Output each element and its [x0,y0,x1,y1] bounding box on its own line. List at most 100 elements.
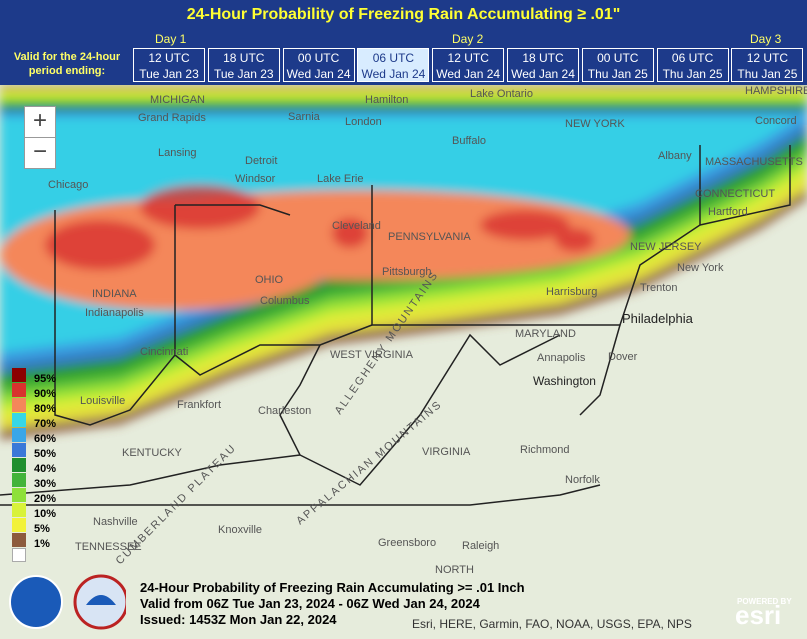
legend-label: 10% [34,508,57,520]
time-tab[interactable]: 06 UTC Thu Jan 25 [656,48,729,82]
place-label: Sarnia [288,111,321,123]
time-tab[interactable]: 12 UTC Wed Jan 24 [432,48,505,82]
legend-swatch [12,398,26,412]
zoom-out[interactable]: − [24,137,56,169]
place-label: Lake Erie [317,173,363,185]
place-label: Cincinnati [140,346,188,358]
place-label: NEW YORK [565,118,625,130]
time-tab[interactable]: 12 UTC Thu Jan 25 [731,48,804,82]
place-label: Greensboro [378,537,436,549]
place-label: Norfolk [565,474,600,486]
legend-label: 50% [34,448,57,460]
legend-swatch [12,368,26,382]
legend-swatch [12,473,26,487]
tab-time: 00 UTC [597,51,639,65]
place-label: TENNESSEE [75,541,142,553]
place-label: Charleston [258,405,311,417]
band [332,218,368,248]
tab-date: Tue Jan 23 [139,67,199,81]
day-label: Day 1 [155,32,187,46]
place-label: Windsor [235,173,276,185]
legend-swatch [12,413,26,427]
place-label: Lansing [158,147,197,159]
place-label: Harrisburg [546,286,597,298]
place-label: Detroit [245,155,277,167]
tab-time: 18 UTC [223,51,265,65]
tab-date: Thu Jan 25 [662,67,723,81]
esri-logo: esri [735,600,782,630]
valid-label: Valid for the 24-hour period ending: [13,51,121,77]
legend-label: 30% [34,478,57,490]
tab-date: Wed Jan 24 [361,67,426,81]
place-label: Concord [755,115,797,127]
legend-swatch [12,503,26,517]
header: 24-Hour Probability of Freezing Rain Acc… [0,0,807,85]
place-label: Dover [608,351,638,363]
tab-time: 12 UTC [447,51,489,65]
place-label: Buffalo [452,135,486,147]
probability-bands [0,85,807,440]
place-label: Cleveland [332,220,381,232]
place-label: INDIANA [92,288,137,300]
place-label: Washington [533,374,596,388]
day-label: Day 3 [750,32,782,46]
legend-swatch [12,518,26,532]
place-label: Annapolis [537,352,586,364]
legend-swatch-blank [12,548,26,562]
map: MICHIGAN Grand Rapids Lansing Detroit Wi… [0,85,807,639]
legend-label: 20% [34,493,57,505]
time-tab[interactable]: 00 UTC Wed Jan 24 [282,48,355,82]
place-label: Pittsburgh [382,266,432,278]
place-label: Trenton [640,282,678,294]
time-tab[interactable]: 00 UTC Thu Jan 25 [581,48,654,82]
tab-time: 06 UTC [671,51,714,65]
powered-by: POWERED BY [737,597,792,606]
legend-label: 70% [34,418,57,430]
legend-label: 1% [34,538,50,550]
place-label: Indianapolis [85,307,144,319]
time-tab[interactable]: 18 UTC Wed Jan 24 [507,48,579,82]
place-label: MARYLAND [515,328,576,340]
time-tab[interactable]: 06 UTC Wed Jan 24 [357,48,430,82]
day-label: Day 2 [452,32,484,46]
legend-swatch [12,533,26,547]
time-tab[interactable]: 12 UTC Tue Jan 23 [133,48,205,82]
band [45,220,155,270]
place-label: WEST VIRGINIA [330,349,414,361]
band [140,185,260,229]
place-label: Raleigh [462,540,499,552]
place-label: Chicago [48,179,88,191]
attribution: Esri, HERE, Garmin, FAO, NOAA, USGS, EPA… [412,617,692,631]
place-label: Frankfort [177,399,221,411]
zoom-in[interactable]: + [24,106,56,138]
tab-date: Thu Jan 25 [737,67,798,81]
logos [9,574,126,630]
legend-label: 60% [34,433,57,445]
place-label: London [345,116,382,128]
place-label: Grand Rapids [138,112,206,124]
place-label: HAMPSHIRE [745,85,807,97]
time-tab[interactable]: 18 UTC Tue Jan 23 [207,48,280,82]
place-label: Columbus [260,295,310,307]
tab-date: Thu Jan 25 [587,67,648,81]
band [555,228,595,252]
place-label: Louisville [80,395,125,407]
legend-label: 40% [34,463,57,475]
tab-time: 12 UTC [148,51,190,65]
place-label: MASSACHUSETTS [705,156,803,168]
place-label: Hamilton [365,94,408,106]
place-label: Lake Ontario [470,88,533,100]
place-label: VIRGINIA [422,446,471,458]
place-label: PENNSYLVANIA [388,231,471,243]
legend-label: 90% [34,388,57,400]
legend-label: 5% [34,523,50,535]
footer-line: Issued: 1453Z Mon Jan 22, 2024 [140,612,337,627]
footer-line: Valid from 06Z Tue Jan 23, 2024 - 06Z We… [140,596,480,611]
place-label: KENTUCKY [122,447,183,459]
tab-time: 00 UTC [297,51,340,65]
legend-label: 95% [34,373,57,385]
tab-time: 12 UTC [746,51,789,65]
place-label: Richmond [520,444,570,456]
legend-swatch [12,443,26,457]
